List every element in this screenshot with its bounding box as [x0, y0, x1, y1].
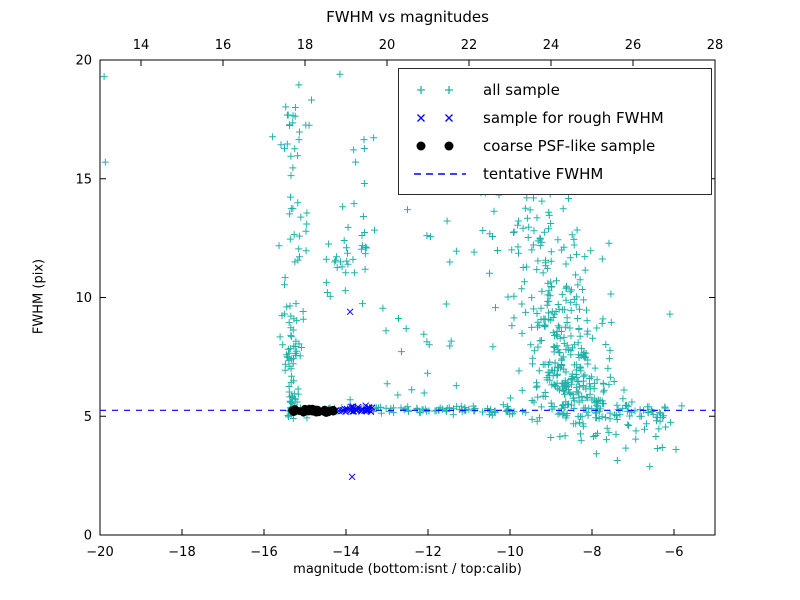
- svg-text:15: 15: [75, 172, 92, 187]
- dot-marker-icon: [416, 141, 454, 151]
- svg-text:−18: −18: [168, 545, 195, 560]
- svg-text:−6: −6: [664, 545, 683, 560]
- svg-text:5: 5: [84, 410, 92, 425]
- x-top-ticks: 14 16 18 20 22 24 26 28: [133, 38, 724, 66]
- svg-text:−14: −14: [332, 545, 359, 560]
- y-axis-label: FWHM (pix): [31, 258, 47, 335]
- svg-text:−12: −12: [414, 545, 441, 560]
- x-marker-icon: [417, 114, 453, 122]
- svg-text:26: 26: [625, 38, 642, 53]
- svg-text:14: 14: [133, 38, 150, 53]
- legend-item-rough-fwhm: sample for rough FWHM: [399, 104, 711, 132]
- svg-text:−16: −16: [250, 545, 277, 560]
- svg-text:20: 20: [75, 54, 92, 69]
- svg-text:22: 22: [461, 38, 478, 53]
- x-bottom-ticks: −20 −18 −16 −14 −12 −10 −8 −6: [86, 529, 684, 560]
- svg-text:10: 10: [75, 291, 92, 306]
- svg-text:−8: −8: [582, 545, 601, 560]
- legend-label: sample for rough FWHM: [483, 109, 664, 127]
- y-ticks: 0 5 10 15 20: [75, 54, 715, 544]
- legend-item-coarse-psf: coarse PSF-like sample: [399, 132, 711, 160]
- svg-text:18: 18: [297, 38, 314, 53]
- svg-text:−10: −10: [496, 545, 523, 560]
- legend: all sample sample for rough FWHM coarse …: [398, 68, 712, 195]
- plus-marker-icon: [417, 86, 453, 94]
- chart-title: FWHM vs magnitudes: [326, 8, 489, 26]
- dashed-line-icon: [414, 173, 466, 175]
- series-sample-for-rough-fwhm: [332, 308, 376, 481]
- x-axis-label: magnitude (bottom:isnt / top:calib): [293, 562, 522, 577]
- legend-item-all-sample: all sample: [399, 76, 711, 104]
- legend-label: all sample: [483, 81, 560, 99]
- legend-label: coarse PSF-like sample: [483, 137, 656, 155]
- svg-text:0: 0: [84, 529, 92, 544]
- legend-item-tentative-fwhm: tentative FWHM: [399, 160, 711, 188]
- svg-text:24: 24: [543, 38, 560, 53]
- series-coarse-psf-like-sample: [288, 404, 338, 417]
- svg-text:28: 28: [707, 38, 724, 53]
- svg-text:−20: −20: [86, 545, 113, 560]
- svg-text:16: 16: [215, 38, 232, 53]
- svg-text:20: 20: [379, 38, 396, 53]
- legend-label: tentative FWHM: [483, 165, 604, 183]
